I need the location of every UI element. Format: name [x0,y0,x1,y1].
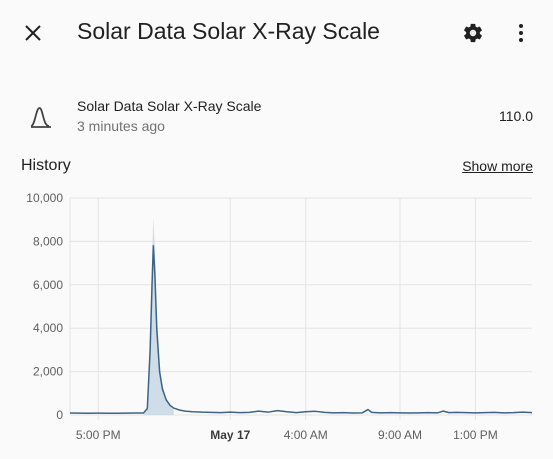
close-icon [25,25,41,41]
close-button[interactable] [14,14,52,52]
dialog-header: Solar Data Solar X-Ray Scale [0,0,553,68]
bell-curve-icon [30,107,51,128]
y-tick-label: 4,000 [33,321,63,335]
series-max-band [143,217,174,415]
more-options-button[interactable] [505,16,537,50]
gear-icon [464,23,482,43]
last-changed: 3 minutes ago [77,118,165,134]
x-tick-label: 1:00 PM [453,428,498,442]
y-tick-label: 8,000 [33,234,63,248]
dialog-title: Solar Data Solar X-Ray Scale [77,18,380,44]
history-chart[interactable]: 0 2,000 4,000 6,000 8,000 10,000 5:00 PM May 17… [0,185,553,459]
series-line [69,244,533,415]
entity-state-value: 110.0 [499,108,533,124]
y-tick-label: 2,000 [33,365,63,379]
history-heading: History [21,157,71,174]
show-more-link[interactable]: Show more [462,158,533,174]
y-tick-label: 10,000 [26,191,63,205]
entity-name: Solar Data Solar X-Ray Scale [77,98,262,114]
chart-grid [69,197,532,420]
y-tick-label: 6,000 [33,278,63,292]
x-tick-label: 5:00 PM [76,428,121,442]
chart-series [69,217,533,415]
x-tick-label: 9:00 AM [378,428,422,442]
x-tick-label: May 17 [210,428,250,442]
more-vertical-icon [519,24,523,42]
y-tick-label: 0 [56,408,63,422]
settings-button[interactable] [456,16,490,50]
chart-axes: 0 2,000 4,000 6,000 8,000 10,000 5:00 PM May 17… [26,191,497,442]
entity-row: Solar Data Solar X-Ray Scale 3 minutes a… [0,88,553,144]
x-tick-label: 4:00 AM [284,428,328,442]
